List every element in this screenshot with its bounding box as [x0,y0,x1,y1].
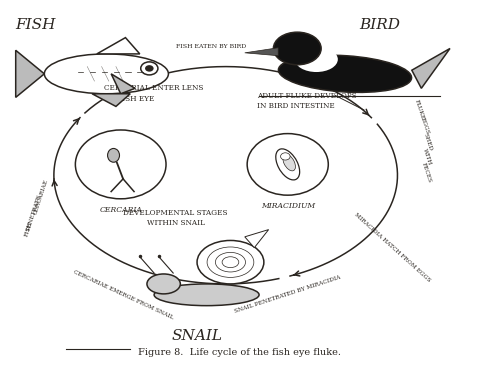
Ellipse shape [44,54,168,94]
Text: EGGS: EGGS [420,117,430,135]
Text: SNAIL: SNAIL [171,329,223,343]
Circle shape [141,62,158,75]
Text: BIRD: BIRD [360,18,400,32]
Text: ADULT FLUKE DEVELOPS: ADULT FLUKE DEVELOPS [257,92,356,100]
Text: WITHIN SNAIL: WITHIN SNAIL [146,219,204,227]
Polygon shape [97,38,140,54]
Text: OF FISH EYE: OF FISH EYE [104,95,155,103]
Text: CERCARIAL ENTER LENS: CERCARIAL ENTER LENS [104,84,204,92]
Text: Figure 8.  Life cycle of the fish eye fluke.: Figure 8. Life cycle of the fish eye flu… [139,348,341,357]
Text: FISH: FISH [16,18,56,32]
Text: SNAIL PENETRATED BY MIRACIDIA: SNAIL PENETRATED BY MIRACIDIA [234,275,341,314]
Text: FISH: FISH [24,222,34,238]
Text: CERCARIAE: CERCARIAE [33,178,48,215]
Text: DEVELOPMENTAL STAGES: DEVELOPMENTAL STAGES [123,209,228,217]
Text: IN BIRD INTESTINE: IN BIRD INTESTINE [257,103,335,111]
Text: FLUKE: FLUKE [413,99,425,121]
Circle shape [145,65,154,72]
Polygon shape [245,230,269,248]
Polygon shape [16,50,44,97]
Ellipse shape [283,154,296,171]
Ellipse shape [154,284,259,306]
Ellipse shape [278,55,411,92]
Circle shape [75,130,166,199]
Ellipse shape [147,274,180,294]
Ellipse shape [274,32,321,65]
Text: MIRACIDIA HATCH FROM EGGS: MIRACIDIA HATCH FROM EGGS [354,212,432,283]
Polygon shape [111,74,135,94]
Text: WITH: WITH [422,148,432,166]
Text: FECES: FECES [420,162,432,183]
Polygon shape [92,94,130,107]
Text: CERCARIA: CERCARIA [99,205,142,214]
Circle shape [247,134,328,195]
Text: FISH EATEN BY BIRD: FISH EATEN BY BIRD [176,44,247,49]
Circle shape [281,153,290,160]
Text: MIRACIDIUM: MIRACIDIUM [261,202,315,210]
Ellipse shape [276,149,300,180]
Text: SHED: SHED [422,132,433,151]
Ellipse shape [197,241,264,284]
Ellipse shape [108,149,120,162]
Text: CERCARIAE EMERGE FROM SNAIL: CERCARIAE EMERGE FROM SNAIL [72,269,174,320]
Ellipse shape [295,47,338,72]
Polygon shape [245,48,278,56]
Text: PENETRATE: PENETRATE [25,193,42,231]
Polygon shape [412,49,450,88]
